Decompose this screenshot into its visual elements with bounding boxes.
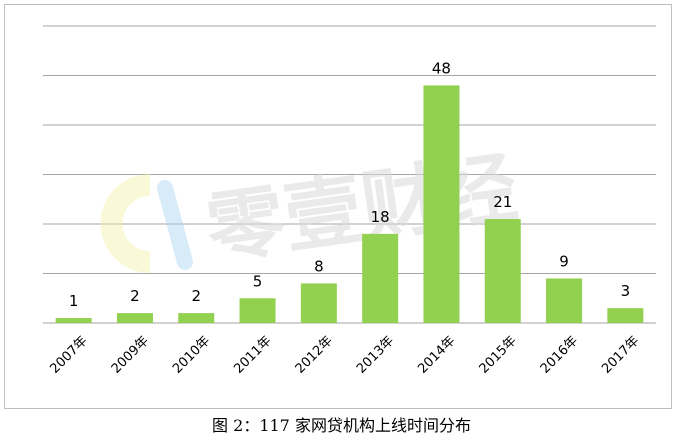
data-labels: 1 2 2 5 8 18 48 21 9 3 [69,59,630,310]
bar-2012年 [300,283,337,323]
bar-2014年 [423,85,460,324]
data-label: 48 [432,59,451,77]
x-tick-label: 2015年 [477,333,520,376]
bar-2011年 [239,298,276,323]
data-label: 9 [559,252,569,270]
bar-2015年 [484,219,521,323]
x-tick-label: 2014年 [415,333,458,376]
data-label: 1 [69,292,79,310]
x-tick-label: 2012年 [293,333,336,376]
bar-2013年 [362,233,399,323]
data-label: 21 [493,193,512,211]
lingyi-logo-icon [100,174,193,273]
x-tick-label: 2010年 [170,333,213,376]
bar-2017年 [607,308,644,323]
watermark: 零壹财经 [100,143,523,276]
x-tick-label: 2013年 [354,333,397,376]
x-tick-label: 2017年 [599,333,642,376]
bar-2007年 [55,318,92,323]
x-tick-label: 2007年 [47,333,90,376]
bars [55,85,644,324]
bar-2009年 [116,313,153,323]
chart-caption: 图 2：117 家网贷机构上线时间分布 [212,416,471,435]
data-label: 18 [371,208,390,226]
chart-frame [4,4,672,409]
data-label: 3 [621,282,631,300]
x-tick-label: 2009年 [109,333,152,376]
data-label: 8 [314,257,324,275]
x-tick-label: 2016年 [538,333,581,376]
data-label: 5 [253,272,263,290]
bar-2016年 [546,278,583,323]
watermark-text: 零壹财经 [201,143,523,276]
x-tick-label: 2011年 [231,333,274,376]
data-label: 2 [191,287,201,305]
x-tick-labels: 2007年 2009年 2010年 2011年 2012年 2013年 2014年 2015年… [47,333,642,376]
bar-2010年 [178,313,215,323]
data-label: 2 [130,287,140,305]
